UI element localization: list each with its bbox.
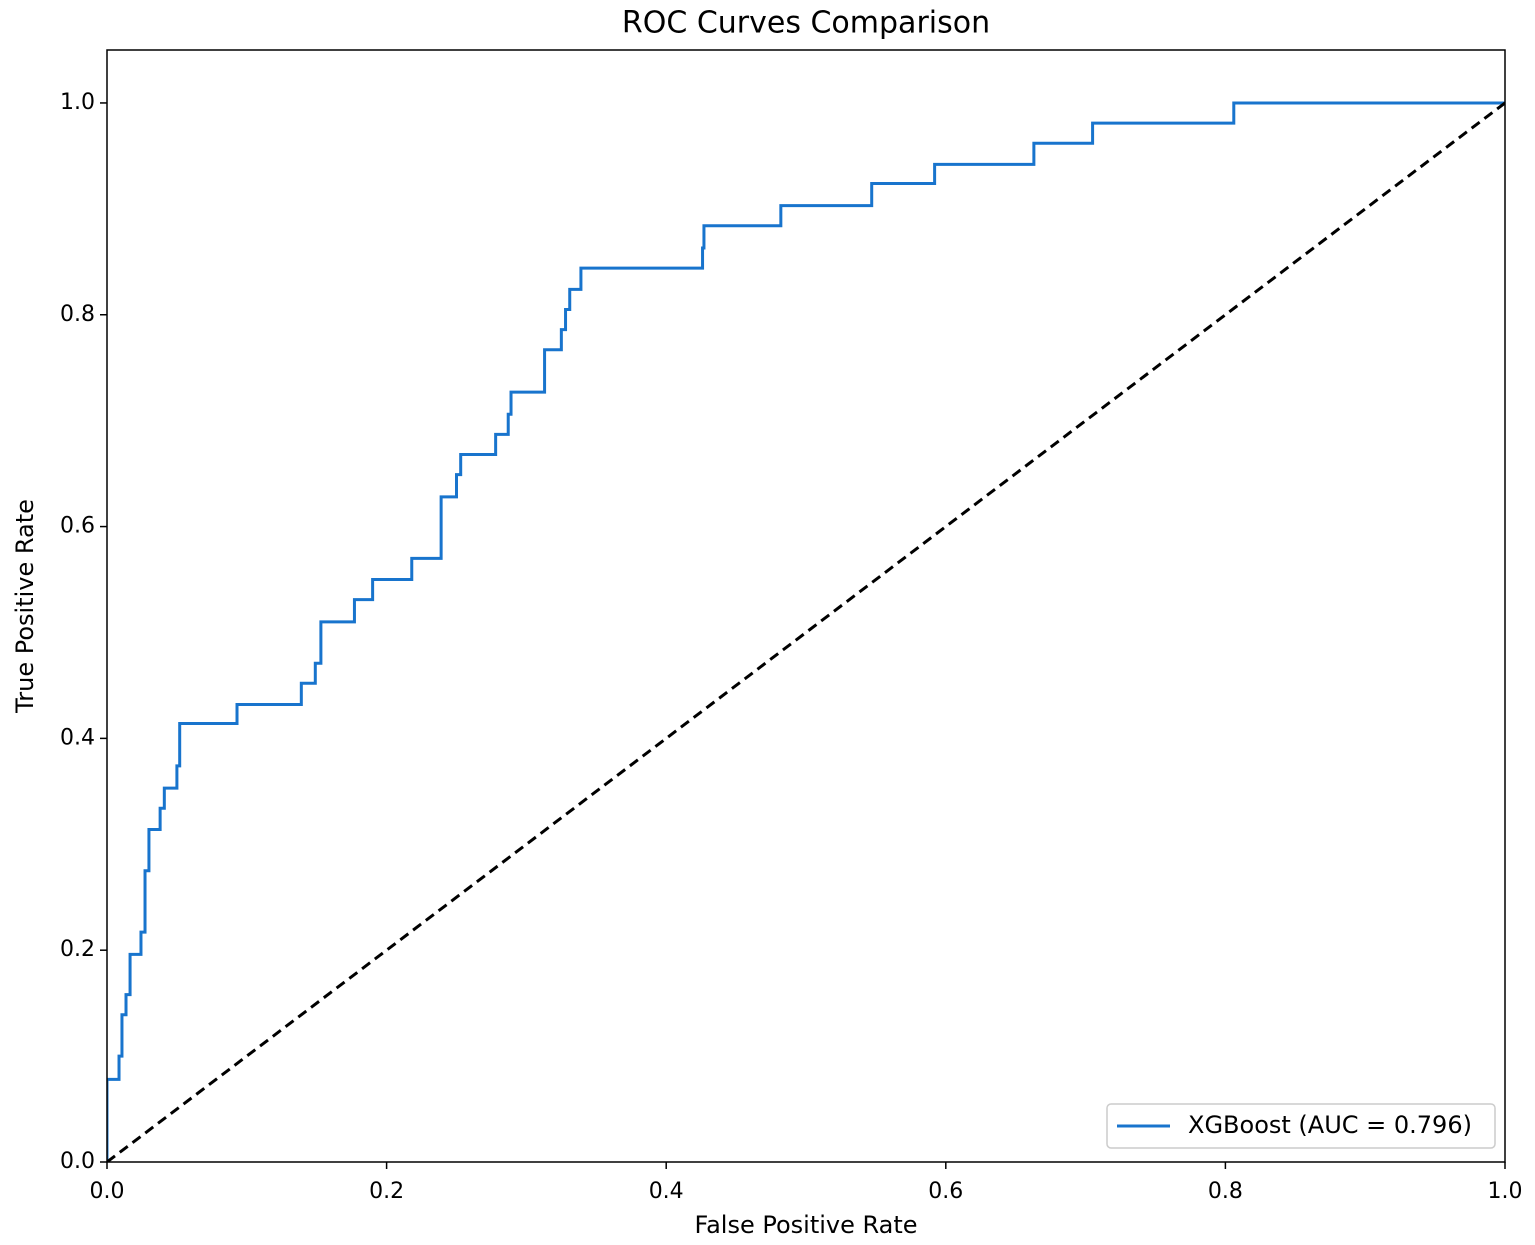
- y-tick-label: 0.4: [60, 725, 95, 750]
- y-axis-label: True Positive Rate: [11, 499, 39, 714]
- x-tick-label: 0.4: [649, 1179, 684, 1204]
- y-tick-label: 0.6: [60, 514, 95, 539]
- y-tick-label: 0.8: [60, 302, 95, 327]
- roc-curve: [107, 101, 1505, 1162]
- x-tick-label: 0.0: [90, 1179, 125, 1204]
- chart-title: ROC Curves Comparison: [622, 6, 990, 41]
- x-tick-label: 1.0: [1488, 1179, 1523, 1204]
- y-tick-label: 1.0: [60, 90, 95, 115]
- reference-line: [107, 101, 1505, 1162]
- legend-label: XGBoost (AUC = 0.796): [1188, 1111, 1472, 1139]
- x-tick-label: 0.6: [928, 1179, 963, 1204]
- legend-box: [1106, 1103, 1496, 1149]
- x-tick-label: 0.8: [1208, 1179, 1243, 1204]
- x-axis-label: False Positive Rate: [694, 1211, 917, 1239]
- plot-frame: [106, 49, 1506, 1163]
- x-tick-label: 0.2: [369, 1179, 404, 1204]
- y-tick-label: 0.2: [60, 937, 95, 962]
- y-tick-label: 0.0: [60, 1149, 95, 1174]
